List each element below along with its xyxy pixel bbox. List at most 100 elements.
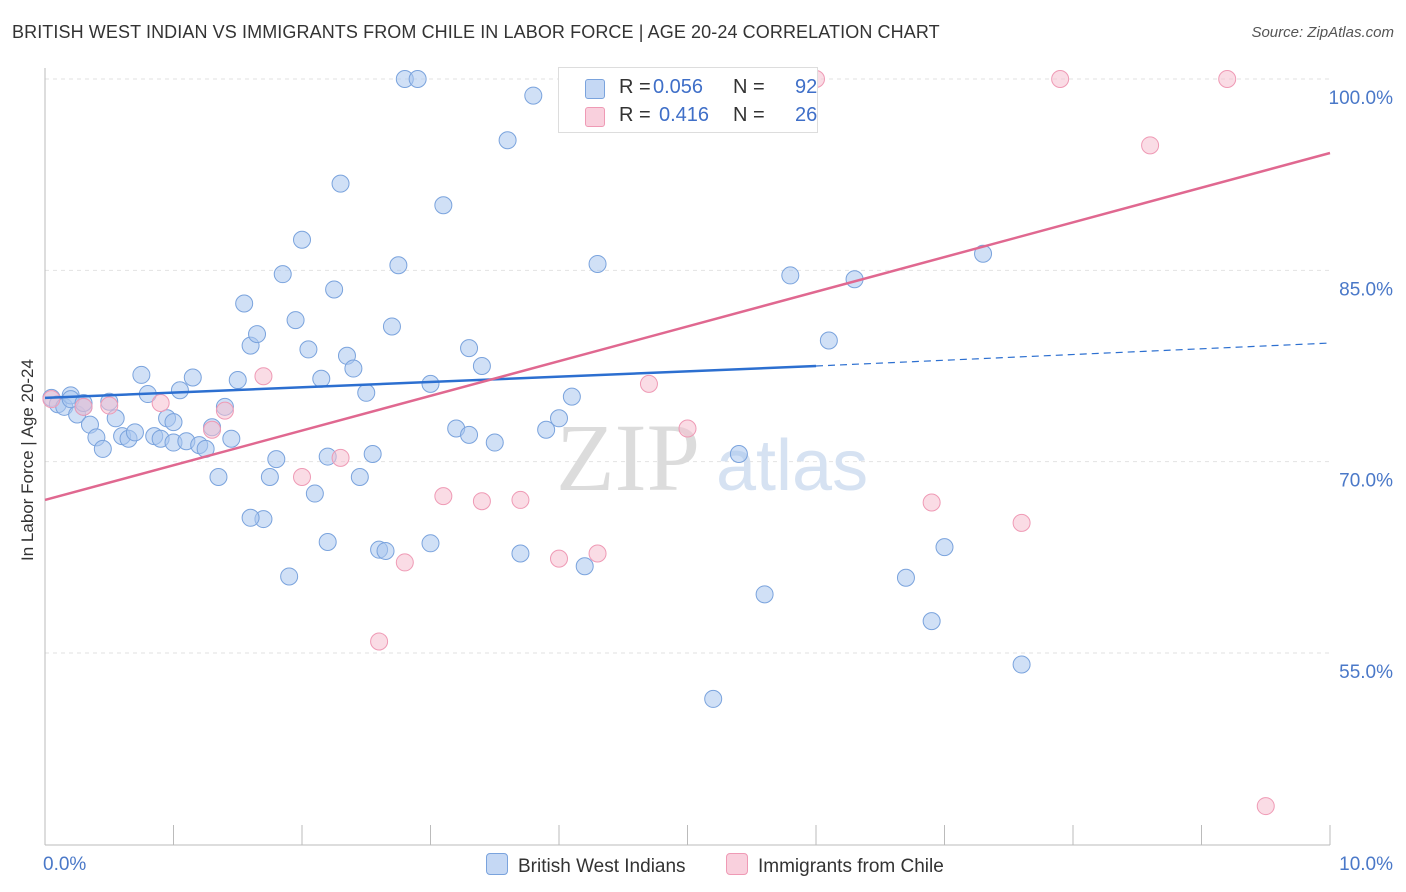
point-british-west-indian bbox=[248, 325, 267, 344]
trend-line-blue bbox=[44, 364, 817, 400]
point-british-west-indian bbox=[781, 266, 800, 285]
point-british-west-indian bbox=[498, 131, 517, 150]
point-chile bbox=[151, 393, 170, 412]
point-british-west-indian bbox=[299, 340, 318, 359]
legend-n-value-blue: 92 bbox=[795, 76, 818, 98]
x-tick-label: 10.0% bbox=[1339, 854, 1393, 875]
point-british-west-indian bbox=[922, 612, 941, 631]
bottom-legend-blue: British West Indians bbox=[486, 853, 686, 878]
point-chile bbox=[550, 549, 568, 568]
point-british-west-indian bbox=[325, 280, 344, 299]
legend-swatch-pink bbox=[585, 107, 605, 127]
source-label: Source: ZipAtlas.com bbox=[1251, 24, 1394, 41]
watermark-atlas: atlas bbox=[716, 426, 868, 506]
point-chile bbox=[511, 490, 530, 509]
legend-swatch-blue bbox=[585, 79, 605, 99]
trend-line-blue-extension bbox=[815, 342, 1331, 367]
point-british-west-indian bbox=[729, 445, 748, 464]
point-british-west-indian bbox=[434, 196, 453, 215]
legend-n-label: N = bbox=[733, 76, 765, 98]
point-chile bbox=[1218, 70, 1237, 88]
point-british-west-indian bbox=[389, 256, 408, 275]
point-british-west-indian bbox=[819, 331, 838, 350]
point-british-west-indian bbox=[421, 534, 440, 553]
point-british-west-indian bbox=[376, 541, 395, 560]
point-british-west-indian bbox=[273, 265, 292, 284]
data-points bbox=[42, 70, 1275, 816]
tick-labels: 100.0% 85.0% 70.0% 55.0% 0.0% 10.0% bbox=[43, 88, 1393, 875]
point-chile bbox=[1051, 70, 1070, 88]
point-chile bbox=[74, 397, 93, 416]
point-chile bbox=[922, 493, 941, 512]
bottom-legend-swatch-pink bbox=[726, 853, 748, 875]
point-british-west-indian bbox=[408, 70, 427, 88]
point-british-west-indian bbox=[472, 357, 491, 375]
y-tick-label: 70.0% bbox=[1339, 471, 1393, 492]
legend-r-value-blue: 0.056 bbox=[653, 76, 704, 98]
point-british-west-indian bbox=[974, 244, 993, 263]
point-chile bbox=[639, 374, 658, 393]
point-british-west-indian bbox=[550, 409, 568, 428]
stats-legend: R = 0.056 N = 92 R = 0.416 N = 26 bbox=[558, 67, 818, 133]
point-british-west-indian bbox=[318, 533, 337, 552]
point-chile bbox=[293, 467, 311, 486]
chart-title: BRITISH WEST INDIAN VS IMMIGRANTS FROM C… bbox=[12, 22, 940, 42]
point-british-west-indian bbox=[344, 359, 363, 378]
point-british-west-indian bbox=[267, 450, 286, 469]
y-tick-label: 55.0% bbox=[1339, 662, 1393, 683]
point-british-west-indian bbox=[228, 371, 247, 390]
bottom-legend-pink: Immigrants from Chile bbox=[726, 853, 944, 878]
point-british-west-indian bbox=[170, 381, 189, 400]
watermark-zip: ZIP bbox=[556, 404, 700, 511]
point-british-west-indian bbox=[575, 557, 594, 576]
point-chile bbox=[331, 448, 350, 467]
y-tick-label: 100.0% bbox=[1329, 88, 1394, 109]
point-chile bbox=[1141, 136, 1160, 155]
legend-n-label: N = bbox=[733, 104, 765, 126]
point-british-west-indian bbox=[164, 413, 183, 432]
point-british-west-indian bbox=[588, 254, 607, 273]
point-british-west-indian bbox=[460, 425, 479, 444]
point-british-west-indian bbox=[524, 86, 543, 105]
point-british-west-indian bbox=[183, 368, 202, 387]
x-tick-label: 0.0% bbox=[43, 854, 86, 875]
point-british-west-indian bbox=[331, 174, 350, 193]
point-chile bbox=[1256, 797, 1275, 816]
bottom-legend-label-pink: Immigrants from Chile bbox=[758, 856, 944, 877]
legend-r-value-pink: 0.416 bbox=[659, 104, 710, 126]
point-british-west-indian bbox=[305, 484, 324, 503]
point-british-west-indian bbox=[312, 369, 331, 388]
legend-r-label: R = bbox=[619, 104, 651, 126]
point-british-west-indian bbox=[382, 317, 401, 336]
point-chile bbox=[203, 420, 222, 439]
point-chile bbox=[215, 401, 234, 420]
point-british-west-indian bbox=[93, 439, 112, 458]
point-british-west-indian bbox=[125, 423, 144, 442]
point-british-west-indian bbox=[357, 383, 376, 402]
point-british-west-indian bbox=[460, 339, 479, 358]
point-british-west-indian bbox=[280, 567, 299, 586]
point-british-west-indian bbox=[896, 568, 915, 587]
point-british-west-indian bbox=[704, 689, 723, 708]
point-chile bbox=[678, 419, 697, 438]
point-chile bbox=[370, 632, 389, 651]
point-british-west-indian bbox=[935, 538, 954, 557]
point-british-west-indian bbox=[293, 230, 311, 249]
point-british-west-indian bbox=[209, 467, 228, 486]
point-british-west-indian bbox=[755, 585, 774, 604]
point-british-west-indian bbox=[1012, 655, 1031, 674]
point-british-west-indian bbox=[485, 433, 504, 452]
legend-r-label: R = bbox=[619, 76, 651, 98]
point-chile bbox=[42, 390, 61, 409]
point-british-west-indian bbox=[132, 365, 151, 384]
axes bbox=[44, 68, 1331, 846]
bottom-legend-label-blue: British West Indians bbox=[518, 856, 686, 877]
point-chile bbox=[1012, 513, 1031, 532]
point-chile bbox=[395, 553, 414, 572]
point-british-west-indian bbox=[235, 294, 254, 313]
point-british-west-indian bbox=[537, 420, 556, 439]
point-chile bbox=[254, 367, 273, 386]
gridlines bbox=[45, 78, 1330, 654]
point-british-west-indian bbox=[260, 467, 279, 486]
